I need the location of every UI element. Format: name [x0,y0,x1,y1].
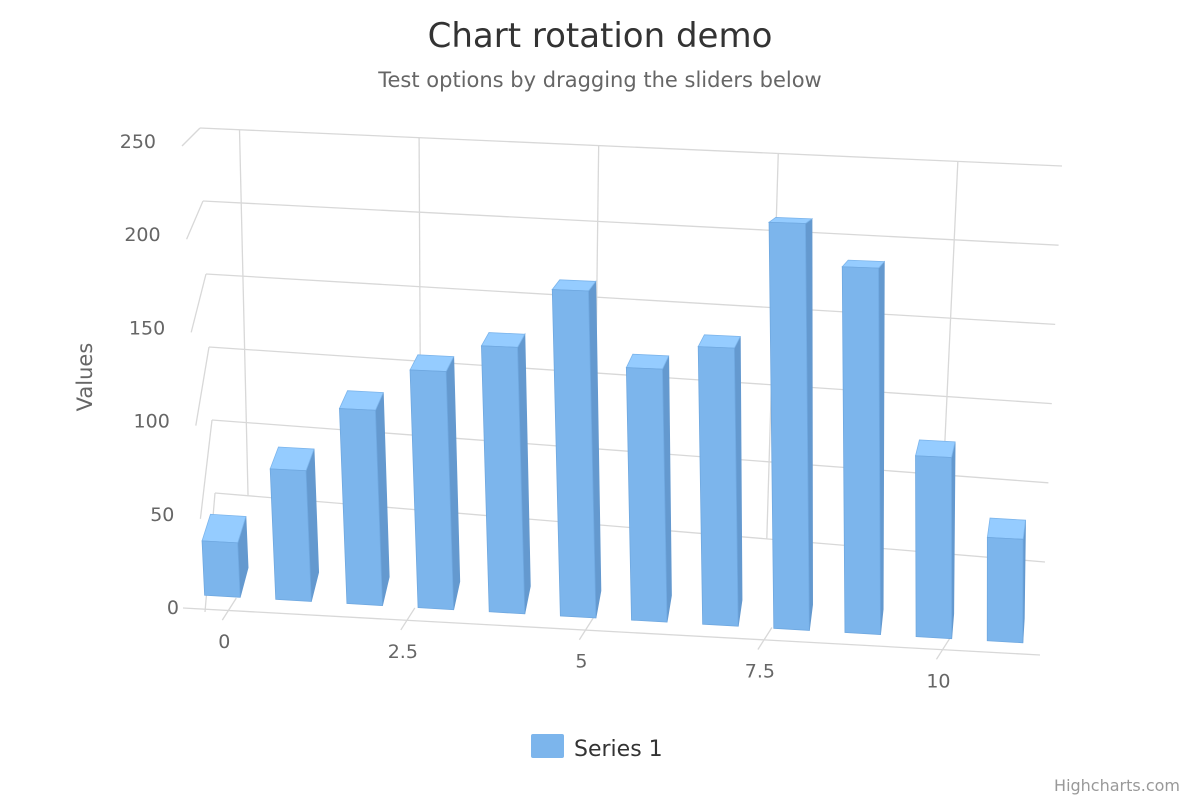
x-tick-label: 2.5 [388,641,418,663]
bar-top [697,334,741,349]
x-tick-mark [578,617,594,641]
y-axis-title: Values [73,343,97,412]
bar-front [768,221,810,631]
x-tick-label: 0 [218,631,230,653]
labels: 0 50 100 150 200 250 0 2.5 5 7.5 10 [120,131,951,692]
y-gridline [202,200,1059,246]
bar-front [841,266,881,635]
bar[interactable] [551,279,602,619]
x-tick-label: 5 [575,651,587,673]
bar-top [338,390,384,411]
bar-front [551,289,597,619]
bar[interactable] [841,259,886,635]
bar-top [269,446,315,472]
bar[interactable] [625,353,672,623]
x-tick-mark [400,607,416,631]
bar-front [339,408,383,607]
credits-link[interactable]: Highcharts.com [1054,776,1180,795]
bar[interactable] [480,332,531,615]
bar[interactable] [767,217,814,631]
x-tick-mark [757,627,773,650]
bar-top [625,353,670,370]
x-tick-mark [935,636,951,660]
chart-subtitle: Test options by dragging the sliders bel… [377,68,821,92]
bar[interactable] [201,513,249,598]
y-gridline-side [186,200,204,240]
y-gridline-side [190,273,207,333]
y-tick-label: 100 [134,411,170,433]
bar-top [201,513,247,544]
bar[interactable] [338,390,390,607]
y-tick-label: 50 [150,504,174,526]
bar[interactable] [986,517,1026,644]
x-axis-line [182,607,1041,656]
legend-swatch [531,734,564,758]
y-tick-label: 150 [129,317,165,339]
bar[interactable] [697,334,743,627]
bar-top [409,354,455,372]
x-tick-label: 10 [926,670,950,692]
bars [201,217,1026,644]
bar[interactable] [915,439,956,640]
bar-front [409,369,455,611]
y-gridline [199,127,1063,167]
y-tick-label: 250 [120,131,156,153]
bar[interactable] [409,354,461,611]
chart-title: Chart rotation demo [428,16,773,56]
x-tick-label: 7.5 [745,661,775,683]
bar-top [915,439,956,458]
bar-front [269,468,312,602]
x-tick-mark [221,597,237,621]
bar-front [986,537,1024,644]
legend-label[interactable]: Series 1 [574,737,663,762]
bar-front [697,346,739,627]
bar-top [551,279,597,292]
y-tick-label: 200 [124,224,160,246]
y-tick-label: 0 [167,597,179,619]
bar-front [625,367,668,623]
legend[interactable]: Series 1 [531,734,663,762]
bar-front [481,345,526,615]
y-gridline-side [195,346,210,426]
bar[interactable] [269,446,320,602]
bar-top [480,332,526,348]
y-gridline-side [181,127,201,147]
bar-front [915,455,953,640]
x-gridline [238,129,249,497]
bar-front [201,540,241,598]
y-gridline-side [199,419,213,519]
bar-top [986,517,1026,540]
y-gridline [205,273,1056,326]
